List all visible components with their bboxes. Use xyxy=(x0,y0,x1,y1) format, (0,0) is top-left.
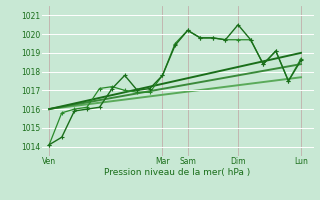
X-axis label: Pression niveau de la mer( hPa ): Pression niveau de la mer( hPa ) xyxy=(104,168,251,177)
